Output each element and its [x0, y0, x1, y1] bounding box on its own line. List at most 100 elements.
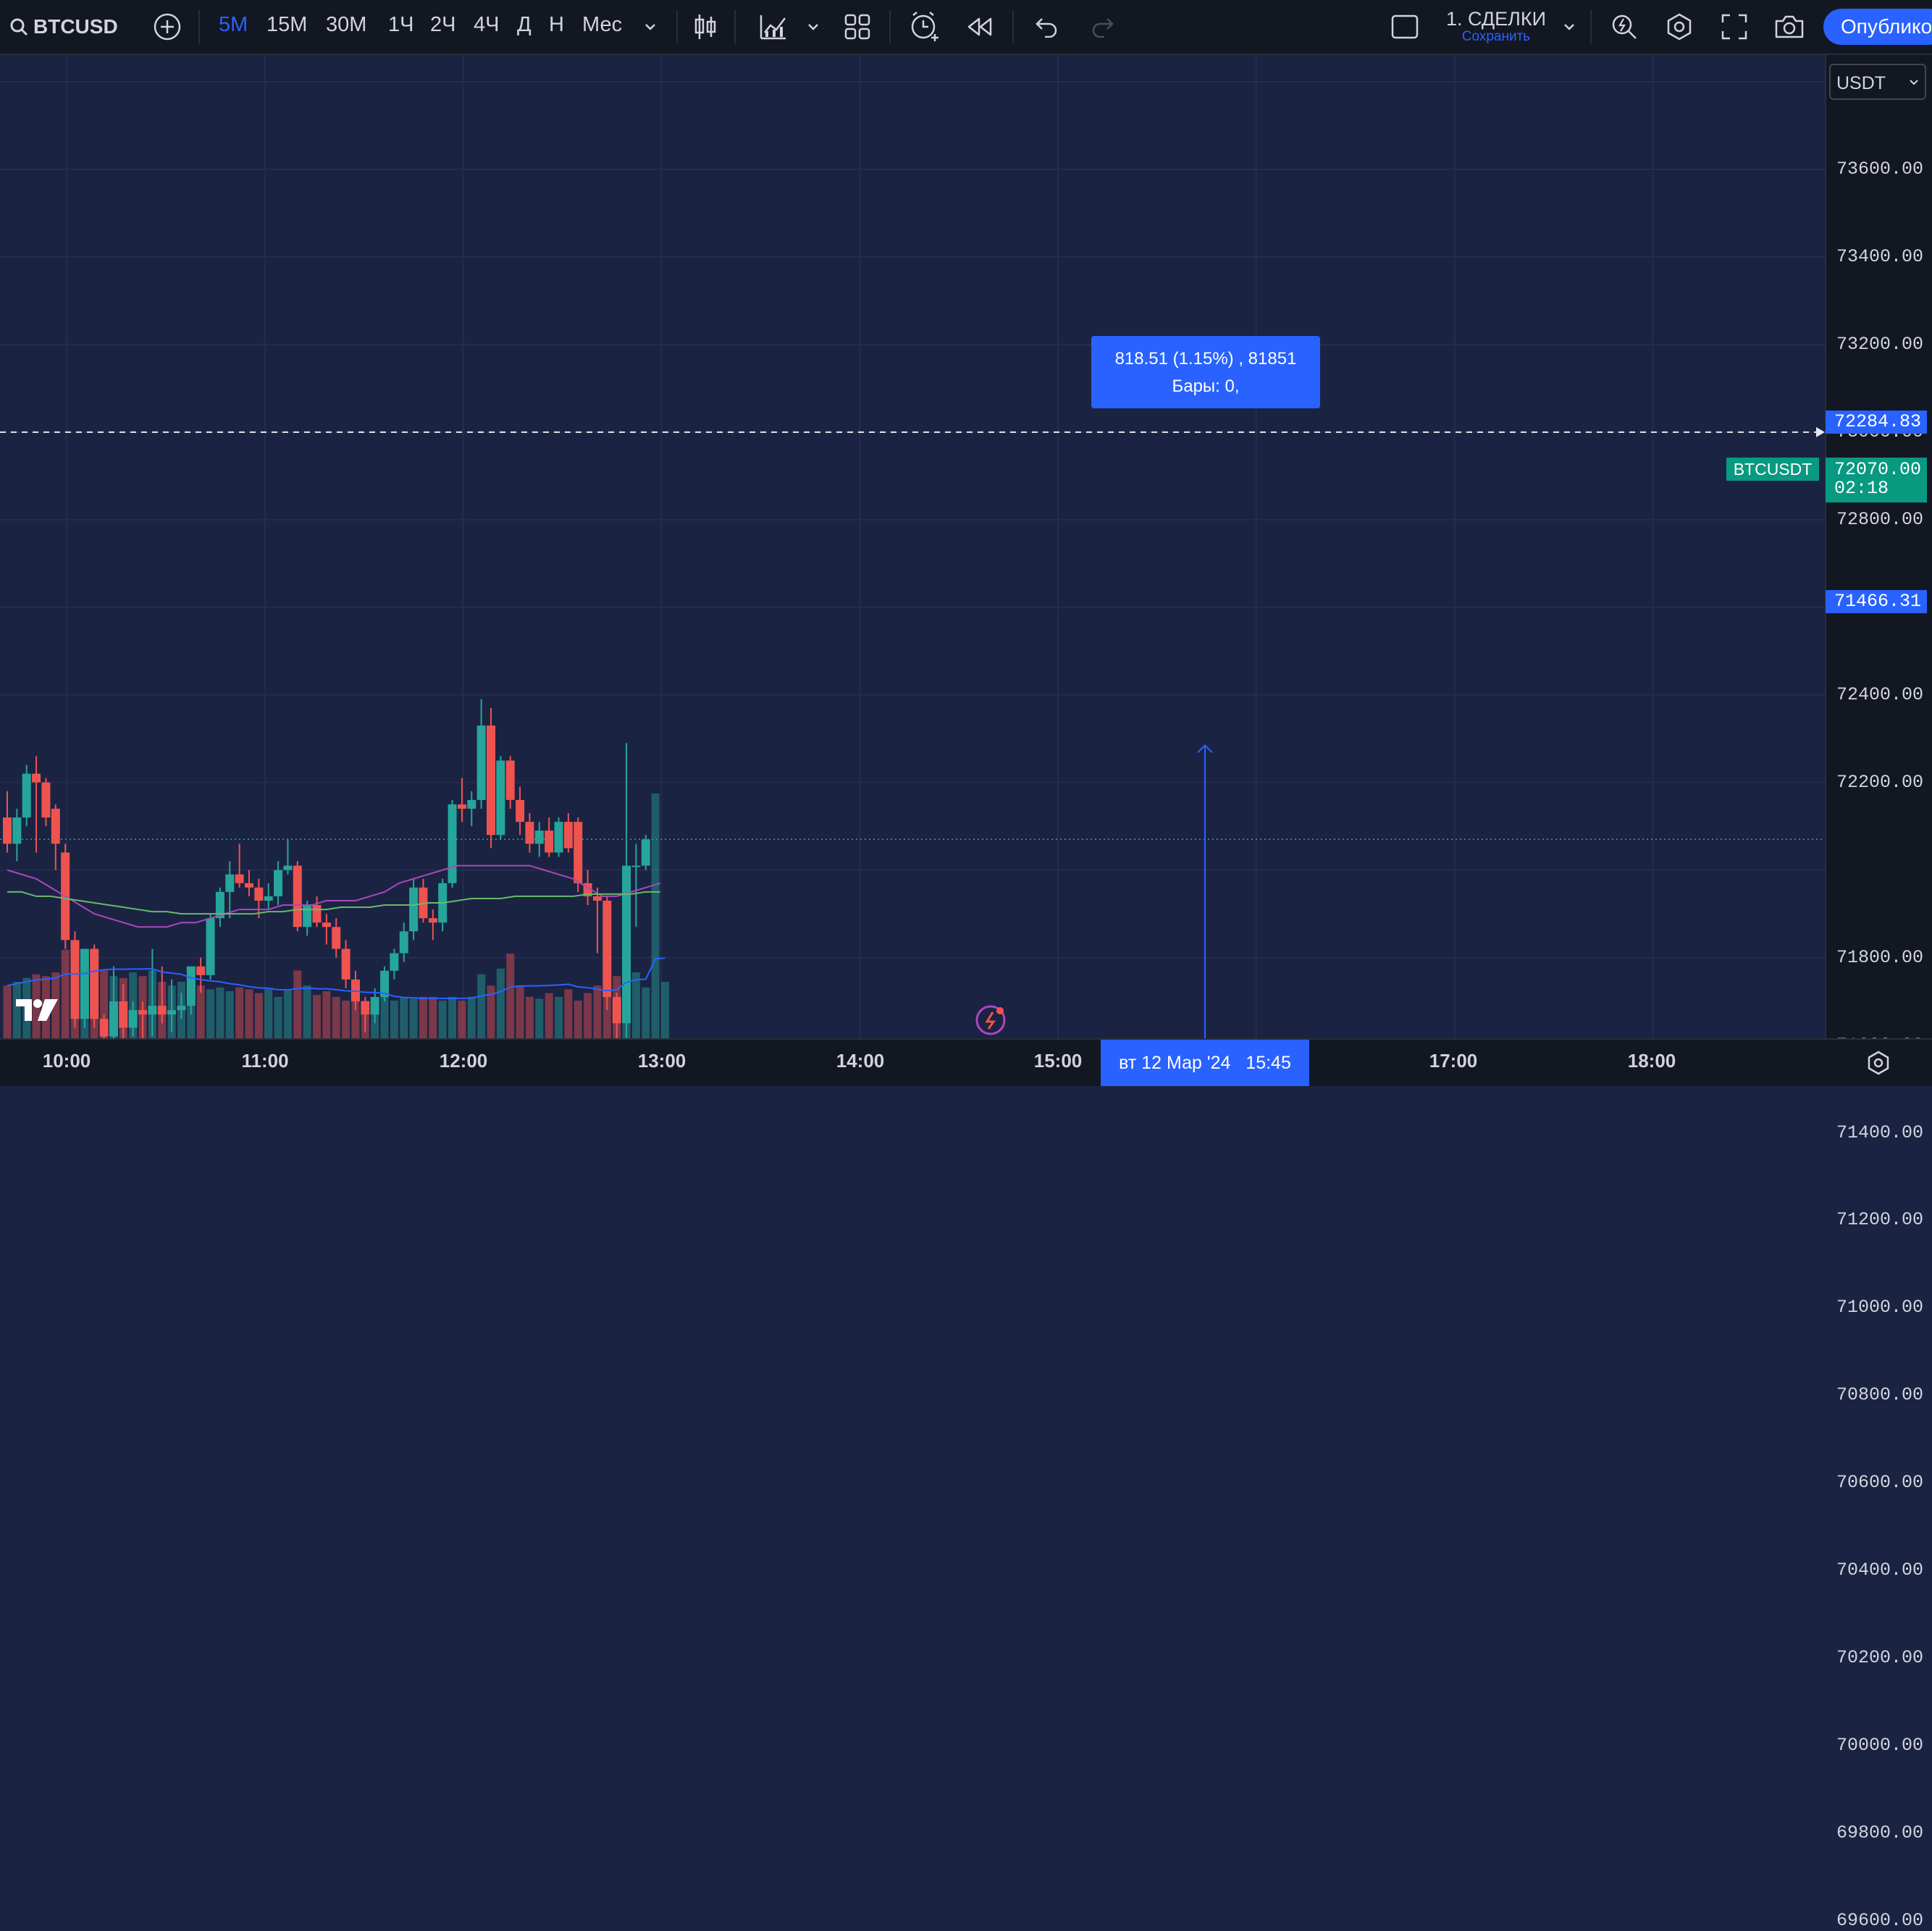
symbol-search-button[interactable]: BTCUSD	[9, 0, 125, 54]
candle-body	[254, 887, 264, 901]
candle-body	[563, 822, 573, 849]
candle-body	[428, 918, 437, 923]
timeframe-4h[interactable]: 4Ч	[474, 13, 500, 36]
price-tick: 69800.00	[1836, 1822, 1924, 1844]
volume-bar	[545, 993, 553, 1038]
price-axis[interactable]: 73600.0073400.0073200.0073000.0072800.00…	[1825, 55, 1932, 1931]
horizontal-lines[interactable]	[0, 426, 1825, 1038]
time-label: 10:00	[42, 1050, 91, 1072]
volume-bar	[254, 993, 263, 1038]
candle-body	[312, 905, 322, 923]
horizontal-line-handle	[1816, 426, 1825, 437]
grid-lines	[0, 55, 1825, 1038]
candle-body	[516, 799, 525, 823]
timeframe-30m[interactable]: 30М	[326, 13, 367, 36]
layout-name-button[interactable]: 1. СДЕЛКИ Сохранить	[1438, 0, 1554, 54]
lightning-alert-icon[interactable]	[975, 1005, 1006, 1035]
chart-pane[interactable]	[0, 55, 1825, 1038]
candle-body	[186, 966, 196, 1006]
candle-body	[350, 979, 360, 1002]
candle-body	[225, 874, 235, 892]
candle-body	[361, 1001, 370, 1015]
volume-bar	[12, 982, 21, 1038]
candle-body	[128, 1010, 138, 1028]
price-tick: 71800.00	[1836, 946, 1924, 968]
candle-body	[448, 804, 457, 883]
time-axis[interactable]: 10:00 11:00 12:00 13:00 14:00 15:00 17:0…	[0, 1038, 1932, 1086]
currency-select[interactable]: USDT	[1829, 64, 1926, 100]
timeframe-1h[interactable]: 1Ч	[388, 13, 414, 36]
replay-icon[interactable]	[963, 0, 996, 54]
candle-body	[612, 997, 621, 1024]
layout-square-icon[interactable]	[1389, 0, 1421, 54]
candle-body	[409, 887, 419, 932]
measure-top-price-label: 72284.83	[1826, 411, 1927, 434]
timeframe-week[interactable]: Н	[549, 13, 564, 36]
alert-clock-icon[interactable]	[907, 0, 943, 54]
volume-bar	[525, 996, 534, 1038]
fullscreen-icon[interactable]	[1718, 0, 1751, 54]
volume-bar	[458, 1001, 466, 1038]
layout-grid-icon[interactable]	[840, 0, 875, 54]
candle-body	[476, 725, 486, 800]
timeframe-dropdown-chevron-down-icon[interactable]	[637, 0, 663, 54]
volume-bar	[390, 1001, 398, 1038]
price-tick: 70200.00	[1836, 1647, 1924, 1669]
settings-gear-icon[interactable]	[1663, 0, 1696, 54]
candle-body	[487, 725, 495, 836]
volume-bar	[3, 985, 12, 1038]
volume-bar	[351, 996, 360, 1038]
candle-body	[215, 891, 224, 919]
candle-body	[574, 822, 583, 883]
volume-bar	[651, 794, 660, 1038]
undo-icon[interactable]	[1031, 0, 1063, 54]
candle-body	[274, 870, 283, 896]
timeframe-day[interactable]: Д	[517, 13, 532, 36]
axis-settings-icon[interactable]	[1865, 1050, 1891, 1076]
indicators-chevron-down-icon[interactable]	[802, 0, 824, 54]
redo-icon[interactable]	[1086, 0, 1118, 54]
current-price-value: 72070.00	[1834, 459, 1922, 480]
sma-fast-line	[7, 864, 661, 928]
price-tick: 70000.00	[1836, 1735, 1924, 1757]
toolbar-divider	[198, 10, 200, 43]
volume-bar	[438, 1001, 447, 1038]
publish-button[interactable]: Опублико	[1823, 9, 1932, 45]
measure-change-text: 818.51 (1.15%) , 81851	[1114, 349, 1297, 369]
volume-bar	[61, 949, 70, 1038]
candle-body	[457, 804, 466, 809]
candle-body	[525, 822, 534, 844]
add-symbol-icon[interactable]	[149, 0, 185, 54]
candle-body	[370, 997, 379, 1015]
volume-bar	[216, 987, 224, 1038]
quick-search-icon[interactable]	[1608, 0, 1641, 54]
volume-bar	[342, 1001, 350, 1038]
price-tick: 70600.00	[1836, 1472, 1924, 1494]
timeframe-2h[interactable]: 2Ч	[430, 13, 456, 36]
candle-body	[41, 782, 51, 818]
camera-icon[interactable]	[1771, 0, 1807, 54]
toolbar-divider	[889, 10, 891, 43]
time-label: 14:00	[836, 1050, 885, 1072]
timeframe-month[interactable]: Мес	[582, 13, 623, 36]
layout-chevron-down-icon[interactable]	[1557, 0, 1582, 54]
candle-body	[534, 830, 544, 844]
candle-body	[12, 817, 22, 844]
volume-bar	[400, 996, 408, 1038]
measure-overlay	[0, 744, 1825, 1038]
price-tick: 69600.00	[1836, 1910, 1924, 1931]
timeframe-5m[interactable]: 5М	[219, 13, 248, 36]
candle-body	[467, 799, 476, 809]
indicators-icon[interactable]	[756, 0, 791, 54]
volume-bar	[303, 985, 311, 1038]
volume-bar	[293, 970, 302, 1038]
candle-body	[622, 865, 631, 1024]
candle-style-icon[interactable]	[688, 0, 723, 54]
candle-body	[322, 922, 331, 927]
candle-body	[545, 830, 554, 853]
candle-body	[332, 927, 341, 949]
timeframe-15m[interactable]: 15М	[266, 13, 308, 36]
candle-body	[264, 896, 273, 901]
price-tick: 73200.00	[1836, 333, 1924, 355]
volume-bar	[100, 970, 109, 1038]
